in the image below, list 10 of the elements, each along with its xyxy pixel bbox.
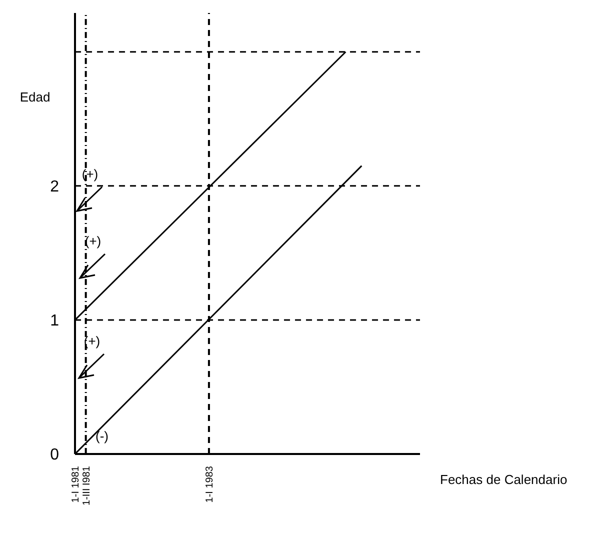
y-tick-label: 1: [50, 312, 60, 330]
annotation: (-): [96, 428, 108, 444]
y-axis-title: Edad: [20, 89, 50, 104]
y-tick-label: 0: [50, 446, 60, 464]
y-tick-label: 2: [50, 178, 60, 196]
x-tick-label: 1-I 1981: [70, 466, 82, 503]
annotation: (+): [82, 166, 98, 182]
x-tick-label: 1-I 1983: [204, 466, 216, 503]
x-tick-label: 1-III I981: [81, 466, 92, 506]
x-axis-title: Fechas de Calendario: [440, 472, 568, 487]
